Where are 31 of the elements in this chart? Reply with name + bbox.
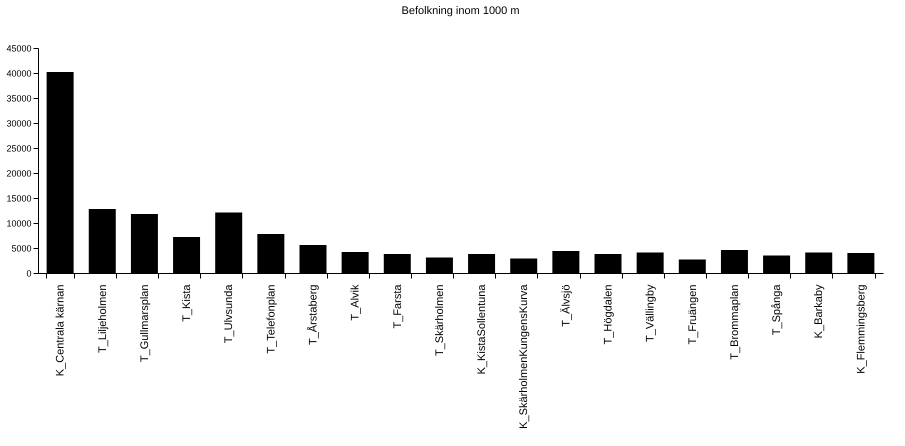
x-tick-label: T_Brommaplan xyxy=(728,284,741,360)
x-tick-label: T_Telefonplan xyxy=(265,284,278,354)
y-tick-label: 40000 xyxy=(6,68,32,78)
y-tick-label: 5000 xyxy=(11,244,32,254)
y-tick-label: 0 xyxy=(26,268,32,278)
x-tick-label: T_Liljeholmen xyxy=(96,284,109,353)
x-tick-label: K_Centrala kärnan xyxy=(54,284,67,376)
x-tick-label: T_Kista xyxy=(181,284,194,322)
x-tick-label: K_Flemmingsberg xyxy=(855,284,868,374)
y-tick-label: 15000 xyxy=(6,194,32,204)
x-tick-label: T_Ulvsunda xyxy=(223,284,236,344)
x-tick-label: T_Vällingby xyxy=(644,284,657,342)
x-tick-label: T_Älvsjö xyxy=(559,284,572,327)
x-tick-label: T_Fruängen xyxy=(686,284,699,344)
x-tick-label: K_KistaSollentuna xyxy=(476,284,488,374)
y-tick-label: 45000 xyxy=(6,44,32,54)
x-tick-label: T_Årstaberg xyxy=(306,284,320,346)
x-tick-label: T_Alvik xyxy=(350,284,362,321)
x-tick-label: T_Farsta xyxy=(392,284,404,329)
x-tick-label: K_Barkaby xyxy=(813,284,826,338)
y-tick-label: 20000 xyxy=(6,168,32,178)
x-tick-label: T_Gullmarsplan xyxy=(138,284,151,362)
chart-title: Befolkning inom 1000 m xyxy=(401,5,520,17)
x-tick-label: T_Skärholmen xyxy=(434,284,446,356)
y-tick-label: 10000 xyxy=(6,218,32,228)
y-tick-label: 25000 xyxy=(6,144,32,154)
x-tick-label: K_SkärholmenKungensKurva xyxy=(518,284,530,429)
y-tick-label: 30000 xyxy=(6,118,32,128)
x-tick-label: T_Spånga xyxy=(771,284,784,336)
y-tick-label: 35000 xyxy=(6,94,32,104)
x-tick-label: T_Högdalen xyxy=(602,284,615,344)
